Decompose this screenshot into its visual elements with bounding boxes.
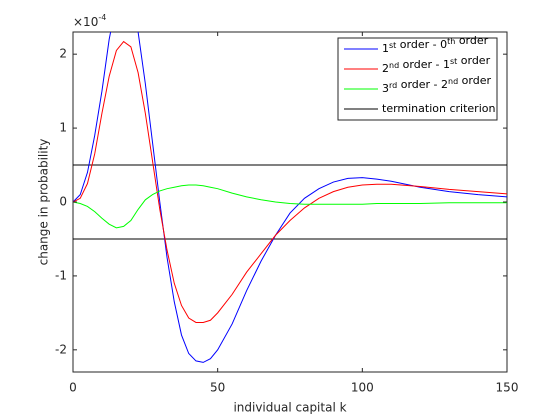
legend-label: termination criterion bbox=[382, 102, 495, 115]
y-axis-label: change in probability bbox=[37, 139, 51, 266]
multiplier-base: ×10 bbox=[73, 15, 98, 29]
series-line bbox=[73, 184, 507, 229]
legend-box bbox=[337, 37, 498, 121]
y-tick-label: 2 bbox=[59, 47, 67, 61]
y-multiplier: ×10-4 bbox=[73, 13, 106, 29]
y-tick-label: 1 bbox=[59, 121, 67, 135]
x-axis-label: individual capital k bbox=[233, 401, 346, 415]
x-tick-label: 50 bbox=[210, 381, 225, 395]
series-line bbox=[73, 40, 507, 323]
y-tick-label: -1 bbox=[55, 268, 67, 282]
x-tick-label: 0 bbox=[69, 381, 77, 395]
series-line bbox=[73, 32, 507, 363]
multiplier-exponent: -4 bbox=[98, 13, 106, 22]
y-tick-label: 0 bbox=[59, 195, 67, 209]
x-tick-label: 100 bbox=[351, 381, 374, 395]
y-tick-label: -2 bbox=[55, 342, 67, 356]
lines bbox=[73, 32, 507, 363]
x-tick-label: 150 bbox=[496, 381, 519, 395]
